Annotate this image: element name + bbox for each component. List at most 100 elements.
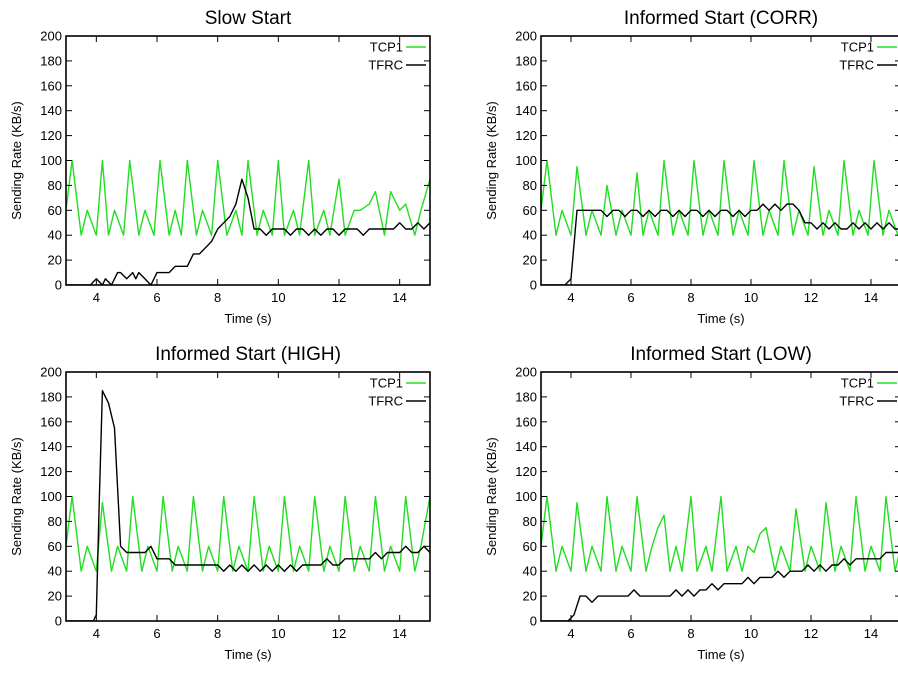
x-tick-label: 10 [744,290,758,305]
legend-label-tfrc: TFRC [368,394,403,409]
chart-svg: Informed Start (CORR) 0 20 40 60 80 100 120 140 1… [484,8,898,326]
legend-label-tcp1: TCP1 [370,376,403,391]
y-tick-label: 120 [515,464,537,479]
y-axis-label: Sending Rate (KB/s) [9,437,24,556]
series-line-tcp1 [541,495,898,572]
y-tick-label: 60 [523,203,537,218]
y-tick-label: 100 [515,153,537,168]
y-tick-label: 160 [515,78,537,93]
x-tick-label: 8 [687,290,694,305]
y-tick-label: 100 [40,489,62,504]
y-tick-label: 0 [55,278,62,293]
x-axis-label: Time (s) [224,311,271,326]
x-tick-label: 14 [392,290,406,305]
series-line-tfrc [66,390,430,621]
x-tick-label: 6 [153,626,160,641]
chart-title: Informed Start (CORR) [624,8,818,29]
x-tick-label: 4 [567,626,574,641]
x-tick-label: 6 [627,626,634,641]
y-tick-label: 0 [55,614,62,629]
chart-svg: Informed Start (LOW) 0 20 40 60 80 100 120 140 16… [484,344,898,662]
y-tick-label: 40 [48,228,62,243]
x-axis-label: Time (s) [697,311,744,326]
x-tick-label: 12 [804,626,818,641]
y-tick-label: 180 [40,389,62,404]
legend-label-tcp1: TCP1 [370,40,403,55]
x-tick-label: 12 [332,290,346,305]
y-tick-label: 0 [530,614,537,629]
x-tick-label: 8 [687,626,694,641]
y-tick-label: 140 [515,103,537,118]
y-tick-label: 180 [515,389,537,404]
y-tick-label: 80 [523,178,537,193]
y-tick-label: 160 [40,78,62,93]
y-tick-label: 140 [40,103,62,118]
y-tick-label: 20 [48,253,62,268]
chart-panel-informed-start-corr: Informed Start (CORR) 0 20 40 60 80 100 120 140 1… [475,0,898,335]
y-tick-label: 160 [515,414,537,429]
y-tick-label: 0 [530,278,537,293]
legend-label-tcp1: TCP1 [841,376,874,391]
series-line-tfrc [541,551,898,621]
y-tick-label: 100 [40,153,62,168]
x-tick-label: 10 [271,290,285,305]
x-tick-label: 4 [93,626,100,641]
y-tick-label: 160 [40,414,62,429]
x-tick-label: 8 [214,626,221,641]
x-tick-label: 10 [271,626,285,641]
x-axis-label: Time (s) [224,647,271,662]
chart-svg: Slow Start 0 20 40 60 80 100 120 140 160 180 200 4 6 8… [9,8,431,326]
chart-panel-slow-start: Slow Start 0 20 40 60 80 100 120 140 160 180 200 4 6 8… [0,0,449,335]
plot-frame [540,371,898,622]
chart-title: Informed Start (HIGH) [155,344,341,365]
x-tick-label: 4 [93,290,100,305]
y-tick-label: 200 [40,29,62,44]
x-tick-label: 6 [627,290,634,305]
x-tick-label: 10 [744,626,758,641]
y-axis-label: Sending Rate (KB/s) [484,101,499,220]
y-axis-label: Sending Rate (KB/s) [9,101,24,220]
y-tick-label: 140 [515,439,537,454]
x-tick-label: 6 [153,290,160,305]
legend-label-tfrc: TFRC [839,394,874,409]
legend-label-tfrc: TFRC [368,58,403,73]
y-tick-label: 60 [48,539,62,554]
y-tick-label: 20 [523,589,537,604]
series-line-tfrc [541,203,898,285]
chart-svg: Informed Start (HIGH) 0 20 40 60 80 100 120 140 1… [9,344,431,662]
y-tick-label: 60 [523,539,537,554]
y-tick-label: 120 [40,464,62,479]
y-tick-label: 180 [40,53,62,68]
chart-panel-informed-start-high: Informed Start (HIGH) 0 20 40 60 80 100 120 140 1… [0,336,449,671]
x-tick-label: 12 [332,626,346,641]
series-line-tfrc [66,178,430,285]
series-line-tcp1 [66,159,430,236]
legend-label-tfrc: TFRC [839,58,874,73]
x-tick-label: 14 [864,626,878,641]
x-axis-label: Time (s) [697,647,744,662]
legend-label-tcp1: TCP1 [841,40,874,55]
y-tick-label: 80 [523,514,537,529]
y-tick-label: 120 [40,128,62,143]
x-tick-label: 14 [392,626,406,641]
y-tick-label: 200 [515,365,537,380]
y-axis-label: Sending Rate (KB/s) [484,437,499,556]
chart-panel-informed-start-low: Informed Start (LOW) 0 20 40 60 80 100 120 140 16… [475,336,898,671]
y-tick-label: 60 [48,203,62,218]
y-tick-label: 200 [40,365,62,380]
x-tick-label: 12 [804,290,818,305]
y-tick-label: 80 [48,514,62,529]
chart-title: Slow Start [205,8,292,29]
y-tick-label: 180 [515,53,537,68]
y-tick-label: 200 [515,29,537,44]
series-line-tcp1 [541,159,898,236]
y-tick-label: 100 [515,489,537,504]
y-tick-label: 40 [523,228,537,243]
y-tick-label: 120 [515,128,537,143]
y-tick-label: 20 [523,253,537,268]
y-tick-label: 140 [40,439,62,454]
x-tick-label: 8 [214,290,221,305]
y-tick-label: 80 [48,178,62,193]
x-tick-label: 4 [567,290,574,305]
x-tick-label: 14 [864,290,878,305]
